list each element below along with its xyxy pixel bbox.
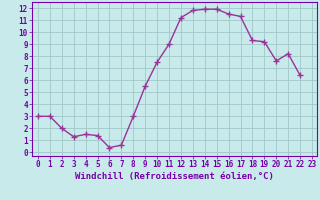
X-axis label: Windchill (Refroidissement éolien,°C): Windchill (Refroidissement éolien,°C)	[75, 172, 274, 181]
